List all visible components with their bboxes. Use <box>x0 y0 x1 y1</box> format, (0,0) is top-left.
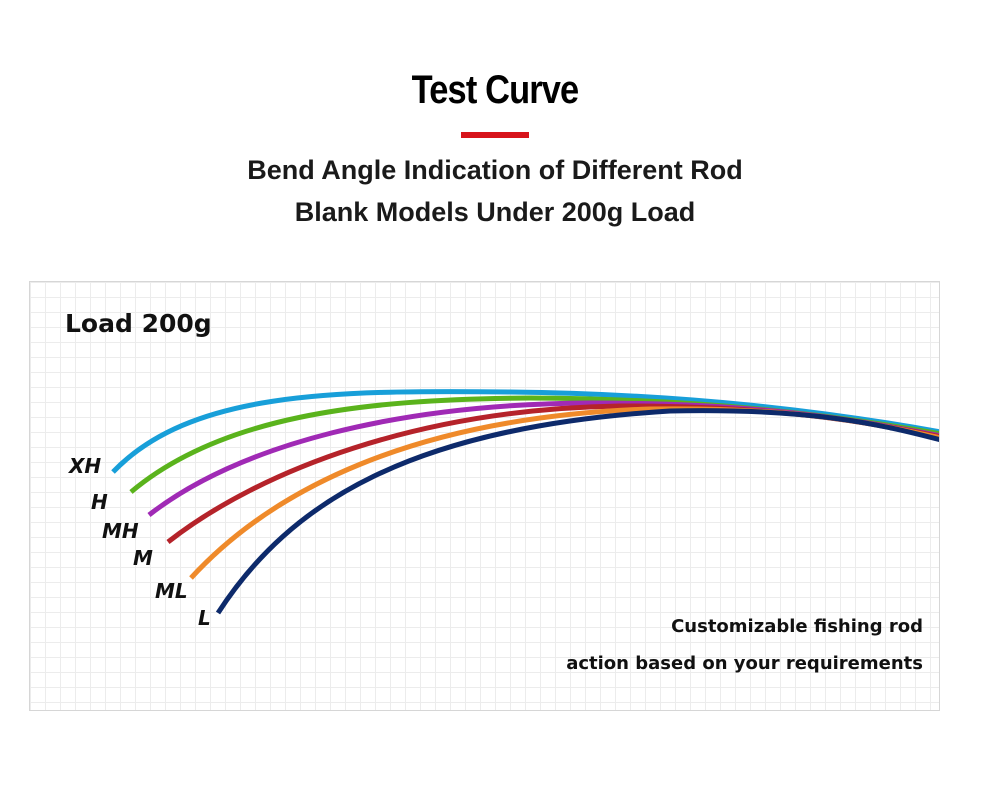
subtitle-line-1: Bend Angle Indication of Different Rod <box>247 155 743 185</box>
load-label: Load 200g <box>65 309 212 338</box>
model-label-ml: ML <box>155 579 188 603</box>
curve-xh <box>111 389 939 474</box>
page-title: Test Curve <box>411 68 580 112</box>
model-label-mh: MH <box>102 519 139 543</box>
bend-curves <box>111 389 939 615</box>
model-label-xh: XH <box>69 454 102 478</box>
note-line-2: action based on your requirements <box>566 653 923 674</box>
model-label-l: L <box>198 606 211 630</box>
curve-ml <box>189 406 939 580</box>
test-curve-panel: Load 200g XH H MH M ML L Customizable fi… <box>29 281 940 711</box>
curve-m <box>166 403 939 544</box>
curve-l <box>215 408 939 615</box>
subtitle-line-2: Blank Models Under 200g Load <box>294 197 696 227</box>
model-label-m: M <box>133 546 153 570</box>
title-underline <box>461 132 529 138</box>
model-label-h: H <box>91 490 108 514</box>
note-line-1: Customizable fishing rod <box>671 616 923 637</box>
